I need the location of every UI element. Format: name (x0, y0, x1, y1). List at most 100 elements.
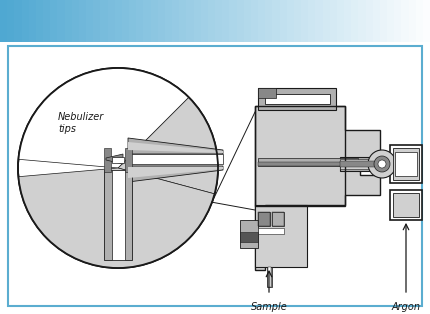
Bar (108, 0, 115, 42)
Bar (125, 148, 132, 172)
Bar (366, 0, 373, 42)
Bar (258, 212, 270, 226)
Polygon shape (128, 166, 223, 182)
Polygon shape (128, 167, 223, 178)
Bar (0, 0, 7, 42)
Bar (258, 228, 284, 234)
Bar (272, 0, 280, 42)
Bar (115, 0, 122, 42)
Circle shape (374, 156, 390, 172)
Bar (340, 157, 382, 171)
Bar (393, 193, 419, 217)
Bar (104, 148, 111, 172)
Bar (244, 0, 251, 42)
Bar (215, 0, 222, 42)
Polygon shape (128, 142, 223, 153)
Bar (93, 0, 100, 42)
Bar (104, 170, 132, 260)
Bar (258, 162, 358, 166)
Bar (150, 0, 158, 42)
Bar (50, 0, 57, 42)
Bar (390, 190, 422, 220)
Bar (128, 154, 223, 164)
Bar (380, 0, 387, 42)
Bar (179, 0, 186, 42)
Bar (7, 0, 14, 42)
Polygon shape (18, 168, 215, 268)
Bar (129, 0, 136, 42)
Circle shape (18, 68, 218, 268)
Bar (100, 0, 108, 42)
Bar (258, 88, 276, 98)
Bar (351, 0, 358, 42)
Bar (393, 148, 419, 180)
Bar (158, 0, 165, 42)
Bar (340, 159, 382, 169)
Bar (301, 0, 308, 42)
Bar (36, 0, 43, 42)
Polygon shape (18, 68, 189, 168)
Bar (240, 232, 258, 242)
Circle shape (378, 160, 386, 168)
Bar (122, 0, 129, 42)
Bar (201, 0, 208, 42)
Circle shape (368, 150, 396, 178)
Bar (186, 0, 194, 42)
Bar (222, 0, 229, 42)
Bar (229, 0, 237, 42)
Bar (401, 0, 408, 42)
Text: Argon: Argon (391, 302, 421, 312)
Bar (208, 0, 215, 42)
Bar (237, 0, 244, 42)
Bar (390, 145, 422, 183)
Text: Nebulizer
tips: Nebulizer tips (58, 112, 104, 134)
Bar (258, 0, 265, 42)
Bar (43, 0, 50, 42)
Bar (373, 0, 380, 42)
Bar (112, 157, 124, 163)
Bar (394, 0, 401, 42)
Bar (330, 0, 337, 42)
Bar (29, 0, 36, 42)
Bar (258, 212, 270, 226)
Bar (308, 0, 315, 42)
Bar (255, 205, 307, 267)
Bar (416, 0, 423, 42)
Bar (267, 267, 272, 287)
Polygon shape (118, 97, 218, 194)
Bar (72, 0, 79, 42)
Bar (22, 0, 29, 42)
Bar (272, 212, 284, 226)
Bar (143, 0, 150, 42)
Bar (258, 158, 358, 166)
Bar (280, 0, 287, 42)
Bar (387, 0, 394, 42)
Bar (165, 0, 172, 42)
Polygon shape (128, 138, 223, 154)
Bar (344, 0, 351, 42)
Bar (57, 0, 64, 42)
Bar (408, 0, 416, 42)
Bar (258, 88, 336, 110)
Bar (8, 46, 422, 306)
Bar (268, 267, 271, 287)
Bar (240, 220, 258, 248)
Bar (340, 161, 382, 167)
Bar (272, 212, 284, 226)
Bar (251, 0, 258, 42)
Bar (315, 0, 322, 42)
Bar (64, 0, 72, 42)
Bar (136, 0, 143, 42)
Bar (14, 0, 22, 42)
Bar (112, 170, 125, 260)
Bar (265, 0, 272, 42)
Bar (423, 0, 430, 42)
Bar (194, 0, 201, 42)
Bar (322, 0, 330, 42)
Bar (287, 0, 294, 42)
Bar (172, 0, 179, 42)
Bar (358, 0, 366, 42)
Bar (86, 0, 93, 42)
Bar (294, 0, 301, 42)
Bar (395, 152, 417, 176)
